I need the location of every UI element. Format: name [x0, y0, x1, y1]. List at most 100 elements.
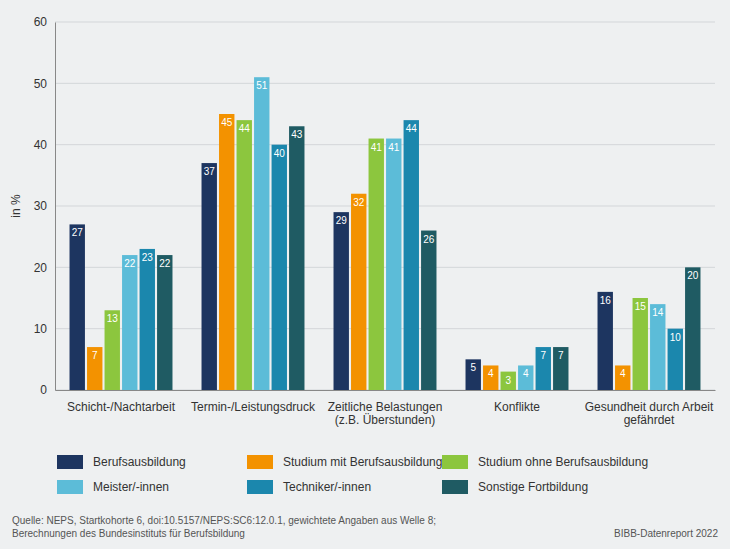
source: Berechnungen des Bundesinstituts für Ber…: [12, 528, 245, 539]
legend-label: Studium ohne Berufsausbildung: [478, 455, 648, 469]
legend-label: Sonstige Fortbildung: [478, 480, 588, 494]
background: [0, 0, 730, 549]
legend-label: Berufsausbildung: [93, 455, 186, 469]
data-label: 51: [256, 80, 268, 91]
grid-line: [55, 22, 715, 23]
legend-swatch: [57, 480, 83, 494]
data-label: 7: [92, 350, 98, 361]
y-tick: 60: [34, 15, 55, 29]
bar: [157, 255, 172, 390]
bar: [483, 365, 498, 390]
y-tick-label: 30: [34, 199, 48, 213]
bar: [650, 304, 665, 390]
legend-swatch: [57, 455, 83, 469]
y-tick-label: 60: [34, 15, 48, 29]
credit: BIBB-Datenreport 2022: [614, 528, 718, 539]
chart: 0 10 20 30 40 50 60 Schicht-/Nachtarbeit Termin-…: [0, 0, 730, 549]
y-axis: 0 10 20 30 40 50 60: [34, 15, 56, 397]
data-label: 13: [107, 313, 119, 324]
series: [157, 126, 700, 390]
x-tick: Konflikte: [494, 390, 540, 414]
data-label: 40: [274, 148, 286, 159]
grid-line: [55, 83, 715, 84]
x-tick-label: Gesundheit durch Arbeitgefährdet: [585, 400, 714, 428]
bar: [404, 120, 419, 390]
x-tick-label: Konflikte: [494, 400, 540, 414]
y-tick: 0: [40, 383, 55, 397]
x-tick-label: Zeitliche Belastungen(z.B. Überstunden): [328, 400, 443, 428]
bar: [501, 372, 516, 390]
legend-swatch: [247, 455, 273, 469]
bar: [289, 126, 304, 390]
bar: [122, 255, 137, 390]
bar: [219, 114, 234, 390]
data-label: 15: [635, 301, 647, 312]
legend-item: Meister/-innen: [57, 480, 169, 494]
data-label: 22: [124, 258, 136, 269]
data-label: 23: [142, 252, 154, 263]
x-tick: Termin-/Leistungsdruck: [191, 390, 316, 414]
bar: [272, 145, 287, 390]
data-label: 44: [239, 123, 251, 134]
legend-item: Techniker/-innen: [247, 480, 371, 494]
data-label: 45: [221, 117, 233, 128]
bar: [668, 329, 683, 390]
legend-swatch: [247, 480, 273, 494]
y-tick: 10: [34, 322, 55, 336]
data-label: 37: [204, 166, 216, 177]
y-tick: 40: [34, 138, 55, 152]
data-label: 5: [470, 362, 476, 373]
y-tick: 30: [34, 199, 55, 213]
data-label: 20: [687, 270, 699, 281]
data-label: 26: [423, 234, 435, 245]
x-tick: Zeitliche Belastungen(z.B. Überstunden): [328, 390, 443, 427]
x-tick-label: Schicht-/Nachtarbeit: [67, 400, 176, 414]
bar: [553, 347, 568, 390]
data-label: 7: [540, 350, 546, 361]
legend-swatch: [442, 480, 468, 494]
data-label: 41: [371, 142, 383, 153]
series: [87, 114, 630, 390]
bar: [351, 194, 366, 390]
grid-line: [55, 144, 715, 145]
bar: [518, 365, 533, 390]
bar: [466, 359, 481, 390]
series: [70, 163, 613, 390]
series: [140, 120, 683, 390]
data-label: 4: [523, 368, 529, 379]
y-tick-label: 0: [40, 383, 47, 397]
y-axis-title: in %: [9, 194, 23, 218]
bar: [633, 298, 648, 390]
data-label: 14: [652, 307, 664, 318]
x-axis: Schicht-/Nachtarbeit Termin-/Leistungsdru…: [56, 390, 716, 427]
data-label: 27: [72, 227, 84, 238]
y-tick-label: 50: [34, 77, 48, 91]
data-labels: 2737295167453244134441315225141414234044…: [72, 80, 699, 385]
y-axis-line: [55, 23, 56, 391]
data-label: 32: [353, 197, 365, 208]
bar: [421, 231, 436, 390]
legend-item: Sonstige Fortbildung: [442, 480, 588, 494]
bar: [105, 310, 120, 390]
bar: [598, 292, 613, 390]
x-tick: Gesundheit durch Arbeitgefährdet: [585, 390, 714, 427]
y-tick: 50: [34, 77, 55, 91]
grid: [55, 22, 715, 390]
data-label: 29: [336, 215, 348, 226]
bar: [202, 163, 217, 390]
y-tick-label: 20: [34, 261, 48, 275]
x-tick-label: Termin-/Leistungsdruck: [191, 400, 316, 414]
bar: [685, 267, 700, 390]
data-label: 41: [388, 142, 400, 153]
data-label: 4: [488, 368, 494, 379]
y-tick: 20: [34, 261, 55, 275]
source: Quelle: NEPS, Startkohorte 6, doi:10.515…: [12, 515, 436, 526]
data-label: 44: [406, 123, 418, 134]
y-tick-label: 40: [34, 138, 48, 152]
legend-swatch: [442, 455, 468, 469]
bar: [70, 224, 85, 390]
bar: [536, 347, 551, 390]
legend-item: Studium mit Berufsausbildung: [247, 455, 442, 469]
bar: [615, 365, 630, 390]
bar: [254, 77, 269, 390]
